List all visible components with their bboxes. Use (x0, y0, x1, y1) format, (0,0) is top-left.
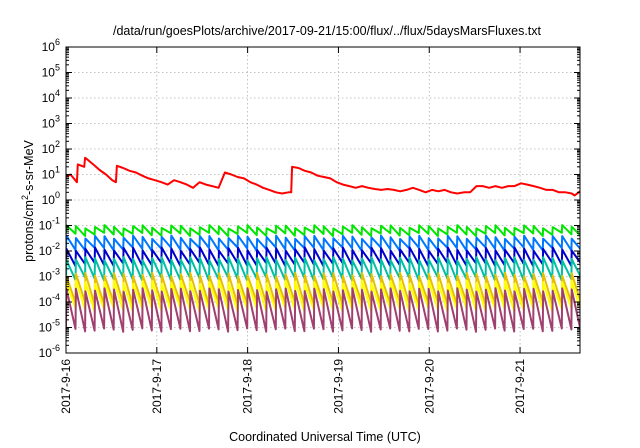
series-line (66, 234, 580, 252)
y-tick-label: 100 (42, 190, 60, 207)
y-tick-base: 10 (39, 219, 53, 233)
plot-frame (65, 46, 581, 354)
x-tick-label: 2017-9-20 (422, 359, 436, 414)
y-tick-base: 10 (42, 168, 56, 182)
y-tick-exponent: 1 (55, 165, 60, 175)
y-tick-exponent: 2 (55, 139, 60, 149)
y-tick-base: 10 (42, 117, 56, 131)
y-axis-label: protons/cm2-s-sr-MeV (20, 139, 36, 261)
y-tick-label: 106 (42, 37, 60, 54)
y-tick-label: 103 (42, 114, 60, 131)
y-tick-base: 10 (42, 66, 56, 80)
y-tick-exponent: -2 (52, 241, 60, 251)
x-tick-label: 2017-9-16 (59, 359, 73, 414)
x-axis-label: Coordinated Universal Time (UTC) (229, 430, 421, 444)
y-tick-label: 10-6 (39, 343, 60, 360)
y-tick-exponent: 5 (55, 63, 60, 73)
x-tick-label: 2017-9-17 (150, 359, 164, 414)
y-tick-base: 10 (39, 295, 53, 309)
axes: 10-610-510-410-310-210-11001011021031041… (39, 37, 581, 414)
y-tick-label: 10-5 (39, 318, 60, 335)
y-tick-base: 10 (39, 346, 53, 360)
y-tick-exponent: -3 (52, 267, 60, 277)
chart-title: /data/run/goesPlots/archive/2017-09-21/1… (113, 24, 542, 38)
series-line (66, 224, 580, 238)
y-tick-label: 10-3 (39, 267, 60, 284)
y-tick-base: 10 (42, 193, 56, 207)
y-tick-label: 105 (42, 63, 60, 80)
x-tick-label: 2017-9-18 (241, 359, 255, 414)
y-tick-exponent: -4 (52, 292, 60, 302)
y-tick-label: 10-1 (39, 216, 60, 233)
x-tick-label: 2017-9-19 (331, 359, 345, 414)
y-tick-label: 10-2 (39, 241, 60, 258)
y-axis-label-main: protons/cm (22, 200, 36, 262)
y-tick-base: 10 (39, 321, 53, 335)
y-tick-base: 10 (39, 270, 53, 284)
y-axis-label-sup: 2 (20, 195, 30, 200)
y-tick-label: 104 (42, 88, 60, 105)
y-tick-label: 102 (42, 139, 60, 156)
series-line (66, 287, 580, 333)
y-tick-base: 10 (42, 142, 56, 156)
y-tick-exponent: 0 (55, 190, 60, 200)
y-tick-label: 10-4 (39, 292, 60, 309)
y-tick-exponent: 4 (55, 88, 60, 98)
y-tick-base: 10 (42, 91, 56, 105)
series-line (66, 156, 580, 197)
y-axis-label-tail: -s-sr-MeV (22, 139, 36, 195)
series-layer (66, 156, 580, 333)
x-tick-label: 2017-9-21 (513, 359, 527, 414)
y-tick-exponent: -1 (52, 216, 60, 226)
y-tick-exponent: 6 (55, 37, 60, 47)
y-tick-exponent: 3 (55, 114, 60, 124)
y-tick-base: 10 (39, 244, 53, 258)
y-tick-exponent: -5 (52, 318, 60, 328)
y-tick-base: 10 (42, 40, 56, 54)
y-tick-label: 101 (42, 165, 60, 182)
y-tick-exponent: -6 (52, 343, 60, 353)
